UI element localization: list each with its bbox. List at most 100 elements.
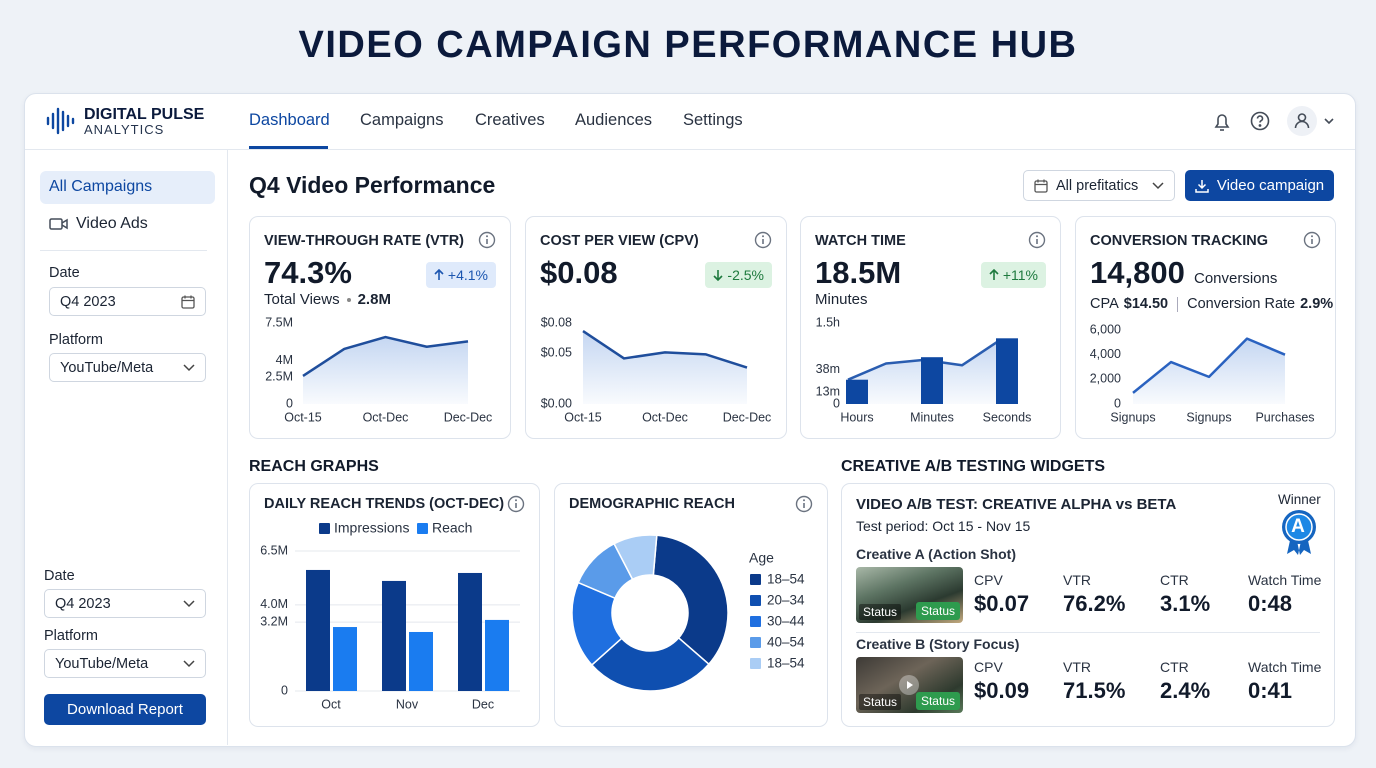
cpa-value: $14.50 <box>1123 296 1169 312</box>
info-icon[interactable] <box>1028 231 1046 249</box>
header-divider <box>25 149 1355 150</box>
menu-active-bg <box>40 171 215 204</box>
info-icon[interactable] <box>478 231 496 249</box>
metric-label: CPV <box>974 659 1003 675</box>
delta-text: +11% <box>1002 267 1038 283</box>
status-label: Status <box>859 694 902 710</box>
winner-badge <box>1282 510 1316 555</box>
metric-label: CTR <box>1160 659 1189 675</box>
dot <box>346 297 351 302</box>
dropdown-value: All prefitatics <box>1056 177 1139 194</box>
note-value: 2.8M <box>357 291 391 308</box>
metric-label: CPV <box>974 572 1003 588</box>
download-button[interactable]: Download Report <box>44 694 206 725</box>
nav-item[interactable]: Creatives <box>475 111 545 129</box>
brand: DIGITAL PULSE <box>84 106 205 123</box>
kpi-card: WATCH TIME 18.5M +11% Minutes <box>800 216 1061 439</box>
kpi-title: CONVERSION TRACKING <box>1090 233 1269 249</box>
creative-name: Creative A (Action Shot) <box>856 546 1016 562</box>
delta-text: -2.5% <box>727 267 764 283</box>
info-icon[interactable] <box>507 495 525 513</box>
metric-value: $0.07 <box>974 591 1030 616</box>
metric-value: 3.1% <box>1160 591 1211 616</box>
kpi-unit: Conversions <box>1194 270 1278 287</box>
creative-divider <box>856 632 1320 633</box>
metric-value: 76.2% <box>1063 591 1126 616</box>
section-title: CREATIVE A/B TESTING WIDGETS <box>841 458 1106 475</box>
kpi-value: 14,800 <box>1090 255 1185 290</box>
metric-label: Watch Time <box>1248 659 1322 675</box>
metric-label: VTR <box>1063 572 1091 588</box>
nav-item[interactable]: Dashboard <box>249 111 330 129</box>
winner-letter: A <box>1291 516 1305 537</box>
menu-item[interactable]: All Campaigns <box>49 178 153 195</box>
chevron <box>1152 181 1164 189</box>
kpi-card: VIEW-THROUGH RATE (VTR) 74.3% +4.1% Tota… <box>249 216 511 439</box>
kpi-delta: +4.1% <box>425 262 496 288</box>
chart-title: DAILY REACH TRENDS (OCT-DEC) <box>264 496 505 512</box>
kpi-card: CONVERSION TRACKING 14,800 Conversions C… <box>1075 216 1336 439</box>
rate-value: 2.9% <box>1300 296 1334 312</box>
main-title: Q4 Video Performance <box>249 172 496 198</box>
kpi-value: 18.5M <box>815 255 902 290</box>
download-icon <box>1195 179 1209 193</box>
metric-value: 0:41 <box>1248 678 1293 703</box>
kpi-note: Total Views 2.8M <box>264 291 391 308</box>
ab-title: VIDEO A/B TEST: CREATIVE ALPHA vs BETA <box>856 496 1177 513</box>
calendar-icon <box>1034 179 1048 193</box>
select-value: YouTube/Meta <box>55 655 149 672</box>
page-title: VIDEO CAMPAIGN PERFORMANCE HUB <box>298 24 1078 66</box>
chart-card: DAILY REACH TRENDS (OCT-DEC) <box>249 483 540 727</box>
info-icon[interactable] <box>754 231 772 249</box>
select-value: Q4 2023 <box>55 595 111 612</box>
calendar-icon <box>181 295 195 309</box>
play-icon[interactable] <box>899 675 919 695</box>
metric-label: Watch Time <box>1248 572 1322 588</box>
thumbnail: Status Status <box>856 567 963 623</box>
metric-label: CTR <box>1160 572 1189 588</box>
nav-item[interactable]: Audiences <box>575 111 653 129</box>
creative-row: Creative A (Action Shot) Status Status C… <box>856 545 1326 625</box>
video-icon <box>49 218 68 230</box>
metric-value: 0:48 <box>1248 591 1293 616</box>
button-text: Video campaign <box>1216 177 1325 194</box>
status-badge: Status <box>915 602 960 620</box>
platform-select[interactable]: YouTube/Meta <box>44 649 206 678</box>
nav-item[interactable]: Campaigns <box>360 111 444 129</box>
info-icon[interactable] <box>795 495 813 513</box>
sidebar-divider <box>227 150 228 745</box>
info-icon[interactable] <box>1303 231 1321 249</box>
rate-label: Conversion Rate <box>1187 296 1296 312</box>
section-title: REACH GRAPHS <box>249 458 379 475</box>
filter-dropdown[interactable]: All prefitatics <box>1023 170 1175 201</box>
logo-icon <box>46 107 75 135</box>
ab-period: Test period: Oct 15 - Nov 15 <box>856 518 1031 534</box>
filter-label: Platform <box>44 628 98 644</box>
select-value: Q4 2023 <box>60 293 116 310</box>
filter-label: Platform <box>49 332 103 348</box>
note-label: Total Views <box>264 291 340 308</box>
brand-sub: ANALYTICS <box>84 122 165 137</box>
platform-select[interactable]: YouTube/Meta <box>49 353 206 382</box>
nav-item[interactable]: Settings <box>683 111 743 129</box>
kpi-title: COST PER VIEW (CPV) <box>540 233 699 249</box>
filter-label: Date <box>49 265 80 281</box>
campaign-button[interactable]: Video campaign <box>1185 170 1334 201</box>
kpi-value: 74.3% <box>264 255 352 290</box>
date-select[interactable]: Q4 2023 <box>44 589 206 618</box>
date-select[interactable]: Q4 2023 <box>49 287 206 316</box>
status-badge: Status <box>915 692 960 710</box>
kpi-title: WATCH TIME <box>815 233 906 249</box>
chart-card: DEMOGRAPHIC REACH <box>554 483 828 727</box>
creative-row: Creative B (Story Focus) Status Status C… <box>856 635 1326 715</box>
select-value: YouTube/Meta <box>60 359 154 376</box>
header-icons[interactable] <box>1208 104 1340 138</box>
menu-item[interactable]: Video Ads <box>76 215 148 232</box>
kpi-note: Minutes <box>815 291 868 308</box>
kpi-title: VIEW-THROUGH RATE (VTR) <box>264 233 465 249</box>
kpi-delta: -2.5% <box>705 262 772 288</box>
metric-value: $0.09 <box>974 678 1030 703</box>
kpi-value: $0.08 <box>540 255 618 290</box>
winner-label: Winner <box>1278 492 1321 507</box>
